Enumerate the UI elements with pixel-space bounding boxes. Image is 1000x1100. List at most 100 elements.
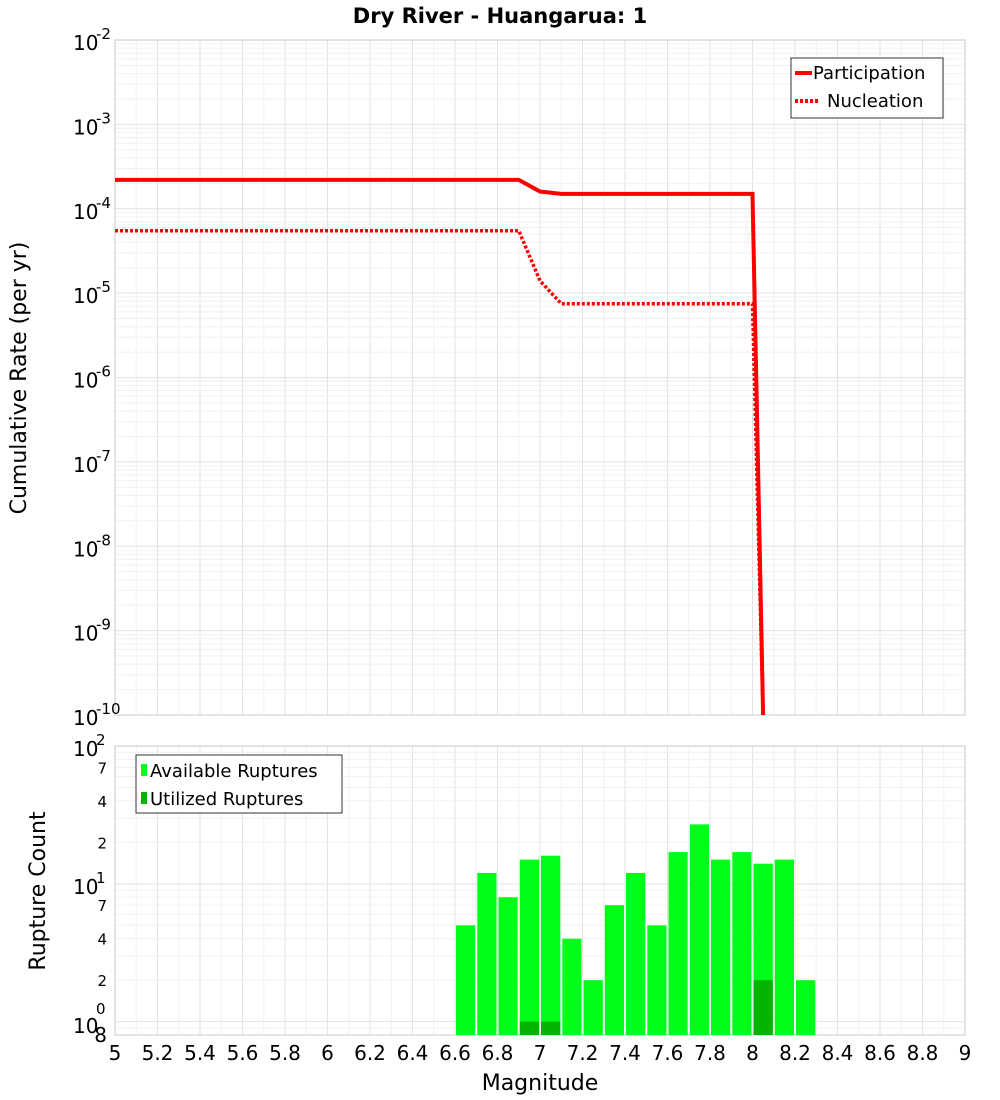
available-ruptures-bar — [647, 925, 667, 1035]
x-tick-label: 8.6 — [864, 1041, 896, 1065]
rupture-count-bars — [456, 824, 816, 1035]
tick-label: 8 — [94, 1023, 107, 1047]
tick-exponent: 0 — [96, 1000, 106, 1018]
cumulative-rate-y-tick: 10-6 — [73, 363, 111, 393]
x-tick-label: 7 — [534, 1041, 547, 1065]
cumulative-rate-y-tick: 10-9 — [73, 616, 111, 646]
tick-exponent: -6 — [96, 363, 111, 381]
x-tick-label: 5.6 — [227, 1041, 259, 1065]
x-tick-label: 5.4 — [184, 1041, 216, 1065]
rupture-count-y-tick: 7 — [97, 759, 107, 777]
x-tick-label: 6.6 — [439, 1041, 471, 1065]
nucleation-line — [115, 228, 765, 716]
available-ruptures-bar — [456, 925, 476, 1035]
participation-line — [115, 177, 766, 716]
available-ruptures-bar — [519, 859, 540, 1035]
x-tick-label: 9 — [959, 1041, 972, 1065]
tick-base: 10 — [73, 369, 98, 393]
tick-base: 10 — [73, 737, 98, 761]
tick-exponent: -4 — [96, 194, 111, 212]
tick-base: 10 — [73, 1014, 98, 1038]
rupture-count-y-tick: 101 — [73, 869, 106, 899]
available-ruptures-legend-label: Available Ruptures — [150, 761, 318, 782]
rupture-count-y-tick: 2 — [97, 834, 107, 852]
cumulative-rate-y-tick: 10-4 — [73, 194, 111, 224]
magnitude-x-label: Magnitude — [482, 1071, 599, 1096]
available-ruptures-bar — [541, 855, 561, 1035]
x-tick-label: 6.4 — [397, 1041, 429, 1065]
cumulative-rate-y-ticks: 10-210-310-410-510-610-710-810-910-10 — [73, 25, 121, 730]
x-tick-label: 6 — [321, 1041, 334, 1065]
magnitude-x-ticks: 5 5.2 5.4 5.6 5.8 6 6.2 6.4 6.6 6.8 7 7.2 7.4 7.6 7.8 8… — [109, 1041, 972, 1065]
tick-label: 7 — [97, 759, 107, 777]
tick-label: 2 — [97, 972, 107, 990]
cumulative-rate-y-tick: 10-5 — [73, 278, 111, 308]
tick-base: 10 — [73, 200, 98, 224]
rupture-count-y-tick: 8 — [94, 1023, 107, 1047]
tick-exponent: -10 — [96, 700, 121, 718]
x-tick-label: 5.8 — [269, 1041, 301, 1065]
x-tick-label: 7.8 — [694, 1041, 726, 1065]
tick-exponent: -3 — [96, 109, 111, 127]
rupture-count-legend: Available Ruptures Utilized Ruptures — [135, 754, 343, 814]
x-tick-label: 7.2 — [567, 1041, 599, 1065]
tick-base: 10 — [73, 622, 98, 646]
utilized-ruptures-bar — [541, 1021, 561, 1035]
tick-base: 10 — [73, 284, 98, 308]
available-ruptures-bar — [796, 980, 816, 1035]
tick-exponent: -2 — [96, 25, 111, 43]
tick-exponent: -8 — [96, 531, 111, 549]
tick-exponent: -9 — [96, 616, 111, 634]
cumulative-rate-plot-area — [114, 39, 966, 716]
x-tick-label: 7.6 — [652, 1041, 684, 1065]
x-tick-label: 5.2 — [142, 1041, 174, 1065]
tick-exponent: -5 — [96, 278, 111, 296]
cumulative-rate-series — [115, 177, 766, 716]
x-tick-label: 5 — [109, 1041, 122, 1065]
tick-label: 2 — [97, 834, 107, 852]
available-ruptures-legend-swatch — [141, 764, 147, 776]
rupture-count-y-tick: 7 — [97, 897, 107, 915]
tick-base: 10 — [73, 31, 98, 55]
cumulative-rate-y-tick: 10-10 — [73, 700, 121, 730]
utilized-ruptures-bar — [519, 1021, 540, 1035]
tick-exponent: 1 — [96, 869, 106, 887]
x-tick-label: 6.8 — [482, 1041, 514, 1065]
available-ruptures-bar — [477, 872, 497, 1035]
nucleation-legend-label: Nucleation — [827, 91, 923, 112]
utilized-ruptures-bar — [753, 980, 773, 1035]
available-ruptures-bar — [498, 897, 518, 1035]
x-tick-label: 6.2 — [354, 1041, 386, 1065]
cumulative-rate-legend-box — [790, 57, 944, 119]
x-tick-label: 8 — [746, 1041, 759, 1065]
tick-exponent: -7 — [96, 447, 111, 465]
x-tick-label: 8.8 — [907, 1041, 939, 1065]
available-ruptures-bar — [626, 872, 646, 1035]
available-ruptures-bar — [668, 852, 688, 1035]
cumulative-rate-y-label: Cumulative Rate (per yr) — [7, 242, 32, 515]
available-ruptures-bar — [689, 824, 710, 1035]
tick-label: 7 — [97, 897, 107, 915]
rupture-count-y-tick: 100 — [73, 1000, 106, 1038]
available-ruptures-bar — [732, 852, 752, 1035]
cumulative-rate-grid — [114, 40, 966, 716]
available-ruptures-bar — [562, 938, 582, 1035]
cumulative-rate-y-tick: 10-2 — [73, 25, 111, 55]
tick-base: 10 — [73, 875, 98, 899]
rupture-count-plot-area — [114, 745, 966, 1036]
tick-label: 4 — [97, 931, 107, 949]
tick-base: 10 — [73, 537, 98, 561]
cumulative-rate-legend: Participation Nucleation — [790, 57, 944, 119]
rupture-count-legend-box — [135, 754, 343, 814]
utilized-ruptures-legend-swatch — [141, 792, 147, 804]
x-tick-label: 8.2 — [779, 1041, 811, 1065]
available-ruptures-bar — [774, 859, 794, 1035]
available-ruptures-bar — [583, 980, 603, 1035]
rupture-count-y-tick: 2 — [97, 972, 107, 990]
rupture-count-y-tick: 102 — [73, 731, 106, 761]
cumulative-rate-y-tick: 10-3 — [73, 109, 111, 139]
tick-base: 10 — [73, 453, 98, 477]
